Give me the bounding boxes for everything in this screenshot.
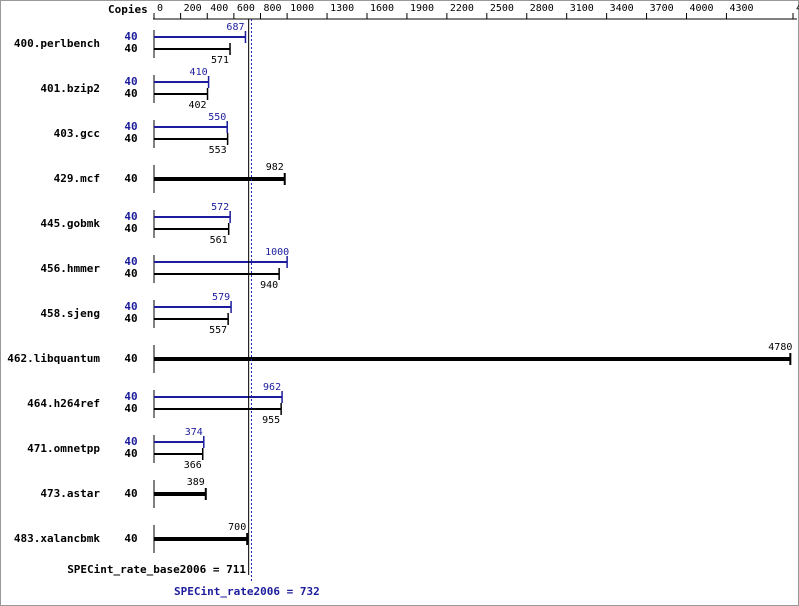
copies-label: 40 xyxy=(124,435,137,448)
copies-label: 40 xyxy=(124,30,137,43)
copies-label: 40 xyxy=(124,210,137,223)
copies-label: 40 xyxy=(124,402,137,415)
bar xyxy=(154,273,280,275)
value-label: 389 xyxy=(187,477,205,488)
copies-label: 40 xyxy=(124,390,137,403)
copies-label: 40 xyxy=(124,222,137,235)
x-tick-label: 4300 xyxy=(729,3,753,14)
x-tick-label: 200 xyxy=(184,3,202,14)
copies-label: 40 xyxy=(124,300,137,313)
bar xyxy=(154,216,231,218)
copies-label: 40 xyxy=(124,312,137,325)
bar xyxy=(154,537,248,541)
copies-header: Copies xyxy=(108,3,148,16)
x-tick-label: 3100 xyxy=(570,3,594,14)
bar xyxy=(154,357,791,361)
bar xyxy=(154,81,209,83)
benchmark-name: 429.mcf xyxy=(54,172,100,185)
benchmark-name: 458.sjeng xyxy=(40,307,100,320)
x-tick-label: 2800 xyxy=(530,3,554,14)
x-tick-label: 1300 xyxy=(330,3,354,14)
x-tick-label: 4000 xyxy=(690,3,714,14)
benchmark-name: 464.h264ref xyxy=(27,397,100,410)
copies-label: 40 xyxy=(124,120,137,133)
x-tick-label: 4800 xyxy=(796,3,799,14)
value-label: 374 xyxy=(185,427,203,438)
copies-label: 40 xyxy=(124,532,137,545)
value-label: 550 xyxy=(208,112,226,123)
x-tick-label: 2200 xyxy=(450,3,474,14)
benchmark-name: 401.bzip2 xyxy=(40,82,100,95)
benchmark-name: 456.hmmer xyxy=(40,262,100,275)
benchmark-name: 473.astar xyxy=(40,487,100,500)
x-tick-label: 1600 xyxy=(370,3,394,14)
bar xyxy=(154,306,232,308)
value-label: 561 xyxy=(210,235,228,246)
benchmark-name: 445.gobmk xyxy=(40,217,100,230)
bar xyxy=(154,318,229,320)
value-label: 955 xyxy=(262,415,280,426)
benchmark-name: 400.perlbench xyxy=(14,37,100,50)
copies-label: 40 xyxy=(124,132,137,145)
value-label: 572 xyxy=(211,202,229,213)
value-label: 962 xyxy=(263,382,281,393)
x-tick-label: 400 xyxy=(210,3,228,14)
bar xyxy=(154,177,285,181)
value-label: 366 xyxy=(184,460,202,471)
bar xyxy=(154,48,231,50)
benchmark-name: 403.gcc xyxy=(54,127,100,140)
value-label: 553 xyxy=(209,145,227,156)
copies-label: 40 xyxy=(124,42,137,55)
x-tick-label: 0 xyxy=(157,3,163,14)
copies-label: 40 xyxy=(124,87,137,100)
copies-label: 40 xyxy=(124,447,137,460)
bar xyxy=(154,261,288,263)
reference-label: SPECint_rate_base2006 = 711 xyxy=(67,563,246,576)
copies-label: 40 xyxy=(124,75,137,88)
bar xyxy=(154,453,203,455)
bar xyxy=(154,396,283,398)
value-label: 402 xyxy=(188,100,206,111)
value-label: 700 xyxy=(228,522,246,533)
value-label: 410 xyxy=(190,67,208,78)
benchmark-name: 483.xalancbmk xyxy=(14,532,100,545)
benchmark-name: 462.libquantum xyxy=(7,352,100,365)
x-tick-label: 3700 xyxy=(650,3,674,14)
value-label: 4780 xyxy=(768,342,792,353)
x-tick-label: 800 xyxy=(264,3,282,14)
bar xyxy=(154,93,208,95)
bar xyxy=(154,228,229,230)
bar xyxy=(154,126,228,128)
value-label: 687 xyxy=(226,22,244,33)
x-tick-label: 2500 xyxy=(490,3,514,14)
bar xyxy=(154,408,282,410)
reference-label: SPECint_rate2006 = 732 xyxy=(174,585,320,598)
x-tick-label: 600 xyxy=(237,3,255,14)
bar xyxy=(154,138,228,140)
x-tick-label: 1900 xyxy=(410,3,434,14)
copies-label: 40 xyxy=(124,267,137,280)
bar xyxy=(154,36,246,38)
benchmark-name: 471.omnetpp xyxy=(27,442,100,455)
copies-label: 40 xyxy=(124,352,137,365)
value-label: 940 xyxy=(260,280,278,291)
value-label: 579 xyxy=(212,292,230,303)
value-label: 1000 xyxy=(265,247,289,258)
bar xyxy=(154,441,204,443)
x-tick-label: 1000 xyxy=(290,3,314,14)
x-tick-label: 3400 xyxy=(610,3,634,14)
copies-label: 40 xyxy=(124,487,137,500)
value-label: 982 xyxy=(266,162,284,173)
value-label: 557 xyxy=(209,325,227,336)
copies-label: 40 xyxy=(124,172,137,185)
bar xyxy=(154,492,206,496)
value-label: 571 xyxy=(211,55,229,66)
copies-label: 40 xyxy=(124,255,137,268)
